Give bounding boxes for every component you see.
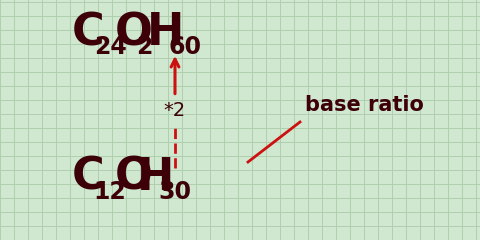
Text: O: O (115, 11, 153, 54)
Text: 24: 24 (94, 35, 127, 59)
Text: O: O (115, 156, 153, 199)
Text: H: H (147, 11, 184, 54)
Text: C: C (72, 11, 105, 54)
Text: 2: 2 (137, 35, 153, 59)
Text: base ratio: base ratio (305, 95, 424, 115)
Text: 12: 12 (94, 180, 127, 204)
Text: *2: *2 (164, 101, 186, 120)
Text: 60: 60 (169, 35, 202, 59)
Text: 30: 30 (158, 180, 192, 204)
Text: C: C (72, 156, 105, 199)
Text: H: H (137, 156, 174, 199)
